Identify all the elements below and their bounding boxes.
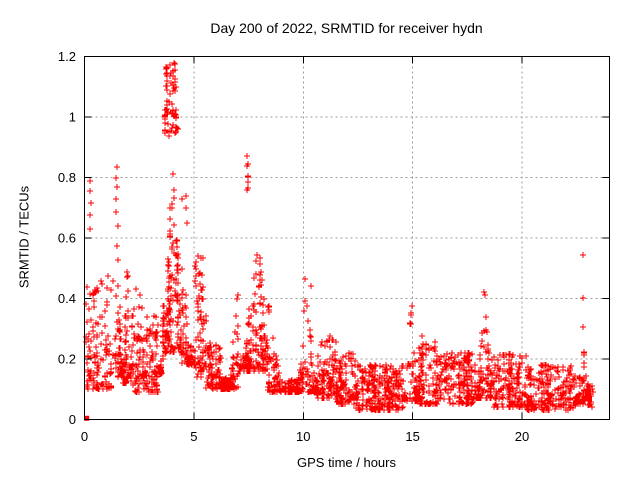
tick-marks	[84, 56, 610, 420]
y-tick-label: 0.6	[58, 231, 76, 246]
y-tick-label: 1.2	[58, 49, 76, 64]
x-tick-labels: 0 5 10 15 20	[81, 429, 529, 444]
x-tick-label: 15	[405, 429, 419, 444]
chart-title: Day 200 of 2022, SRMTID for receiver hyd…	[210, 20, 483, 36]
y-tick-label: 1	[69, 110, 76, 125]
x-tick-label: 20	[515, 429, 529, 444]
origin-data-point	[84, 415, 90, 421]
y-tick-label: 0.2	[58, 352, 76, 367]
x-axis-label: GPS time / hours	[297, 455, 396, 470]
grid-lines	[85, 57, 609, 419]
x-tick-label: 5	[190, 429, 197, 444]
y-tick-label: 0	[69, 412, 76, 427]
x-tick-label: 0	[81, 429, 88, 444]
scatter-points	[83, 60, 596, 413]
y-tick-label: 0.8	[58, 170, 76, 185]
y-tick-labels: 0 0.2 0.4 0.6 0.8 1 1.2	[58, 49, 76, 427]
x-tick-label: 10	[296, 429, 310, 444]
y-tick-label: 0.4	[58, 291, 76, 306]
